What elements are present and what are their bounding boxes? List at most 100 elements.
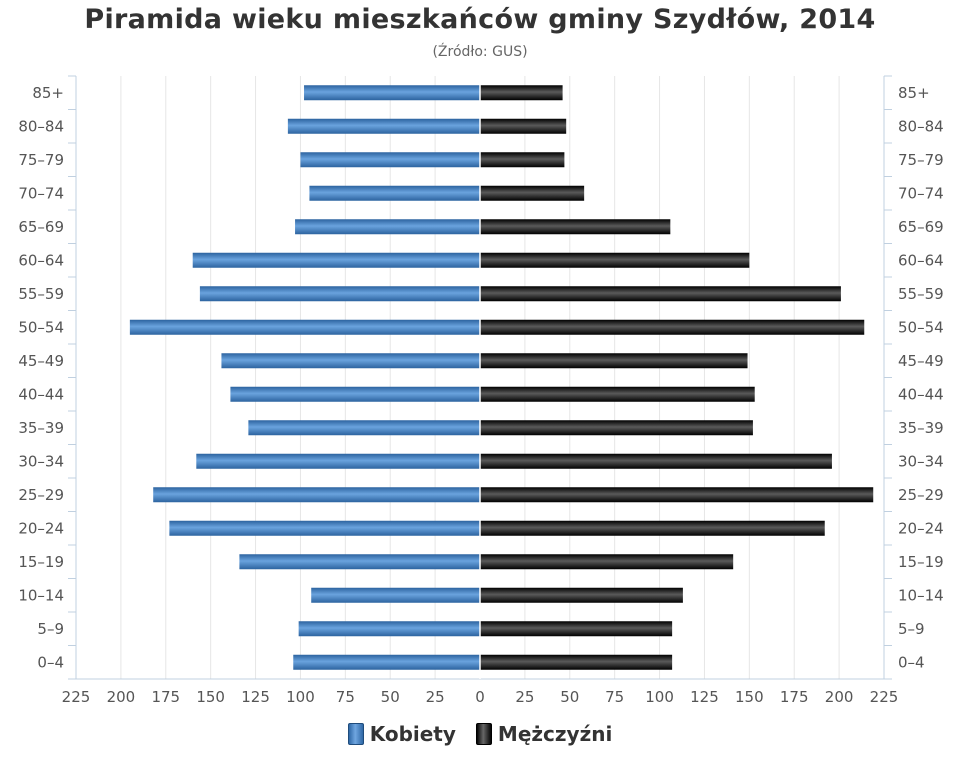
x-label-14: 125 [690,688,719,706]
legend: Kobiety Mężczyźni [0,722,960,746]
bar-women-15 [311,587,480,603]
legend-item-women[interactable]: Kobiety [347,722,456,746]
y-label-left-1: 80–84 [18,117,64,135]
y-label-left-11: 30–34 [18,452,64,470]
y-label-left-14: 15–19 [18,553,64,571]
bar-men-17 [480,654,673,670]
y-label-right-17: 0–4 [898,653,925,671]
x-axis-labels: 225 200 175 150 125 100 75 50 25 0 25 50 75 100 125 150… [62,688,899,706]
legend-label-men: Mężczyźni [497,722,613,746]
bar-men-3 [480,185,585,201]
bar-women-6 [199,286,481,302]
y-label-left-8: 45–49 [18,352,64,370]
x-label-15: 150 [735,688,764,706]
bar-men-15 [480,587,683,603]
legend-item-men[interactable]: Mężczyźni [475,722,613,746]
x-label-6: 75 [336,688,355,706]
y-label-right-14: 15–19 [898,553,944,571]
bar-men-8 [480,353,748,369]
y-label-left-17: 0–4 [37,653,64,671]
y-label-left-15: 10–14 [18,586,64,604]
bars-group [129,76,874,679]
y-label-right-3: 70–74 [898,184,944,202]
y-label-right-16: 5–9 [898,620,925,638]
x-label-12: 75 [605,688,624,706]
y-label-left-0: 85+ [32,84,64,102]
y-label-right-5: 60–64 [898,251,944,269]
bar-men-6 [480,286,841,302]
bar-women-16 [298,621,480,637]
y-label-left-12: 25–29 [18,486,64,504]
bar-men-11 [480,453,832,469]
chart-subtitle: (Źródło: GUS) [432,44,528,60]
y-label-right-11: 30–34 [898,452,944,470]
x-label-1: 200 [107,688,136,706]
bar-women-7 [129,319,480,335]
y-label-right-12: 25–29 [898,486,944,504]
bar-women-8 [221,353,480,369]
y-label-left-7: 50–54 [18,318,64,336]
x-label-11: 50 [560,688,579,706]
y-label-right-15: 10–14 [898,586,944,604]
bar-women-4 [295,219,480,235]
y-label-right-6: 55–59 [898,285,944,303]
y-axis-left-labels: 85+ 80–84 75–79 70–74 65–69 60–64 55–59 50–54 45… [18,84,64,672]
y-label-left-4: 65–69 [18,218,64,236]
bar-women-3 [309,185,480,201]
bar-women-14 [239,554,480,570]
bar-men-0 [480,85,563,101]
bar-men-16 [480,621,673,637]
x-label-8: 25 [426,688,445,706]
y-label-left-6: 55–59 [18,285,64,303]
bar-women-2 [300,152,480,168]
y-label-right-1: 80–84 [898,117,944,135]
y-label-right-7: 50–54 [898,318,944,336]
x-label-3: 150 [196,688,225,706]
bar-men-9 [480,386,755,402]
x-label-13: 100 [645,688,674,706]
y-label-left-13: 20–24 [18,519,64,537]
bar-men-14 [480,554,734,570]
y-label-right-9: 40–44 [898,385,944,403]
y-label-right-0: 85+ [898,84,930,102]
x-label-0: 225 [62,688,91,706]
legend-swatch-men [475,723,492,745]
y-label-left-5: 60–64 [18,251,64,269]
y-label-right-8: 45–49 [898,352,944,370]
y-label-left-16: 5–9 [37,620,64,638]
bar-men-10 [480,420,753,436]
bar-men-2 [480,152,565,168]
bar-women-10 [248,420,480,436]
bar-women-17 [293,654,480,670]
legend-label-women: Kobiety [369,722,456,746]
x-label-10: 25 [515,688,534,706]
y-label-left-2: 75–79 [18,151,64,169]
bar-men-7 [480,319,865,335]
bar-men-5 [480,252,750,268]
y-label-right-2: 75–79 [898,151,944,169]
y-axis-right-labels: 85+ 80–84 75–79 70–74 65–69 60–64 55–59 50–54 45… [898,84,944,672]
x-label-18: 225 [870,688,899,706]
legend-swatch-women [347,723,364,745]
y-label-right-10: 35–39 [898,419,944,437]
x-label-7: 50 [381,688,400,706]
bar-women-0 [304,85,480,101]
bar-men-1 [480,118,567,134]
x-label-16: 175 [780,688,809,706]
bar-men-13 [480,520,825,536]
x-label-17: 200 [825,688,854,706]
y-label-left-3: 70–74 [18,184,64,202]
x-label-2: 175 [151,688,180,706]
y-label-left-9: 40–44 [18,385,64,403]
x-label-5: 100 [286,688,315,706]
y-label-right-4: 65–69 [898,218,944,236]
y-label-left-10: 35–39 [18,419,64,437]
chart-title: Piramida wieku mieszkańców gminy Szydłów… [84,4,876,35]
x-label-4: 125 [241,688,270,706]
bar-women-9 [230,386,480,402]
bar-women-13 [169,520,480,536]
x-label-9: 0 [475,688,485,706]
bar-men-4 [480,219,671,235]
bar-women-12 [153,487,480,503]
